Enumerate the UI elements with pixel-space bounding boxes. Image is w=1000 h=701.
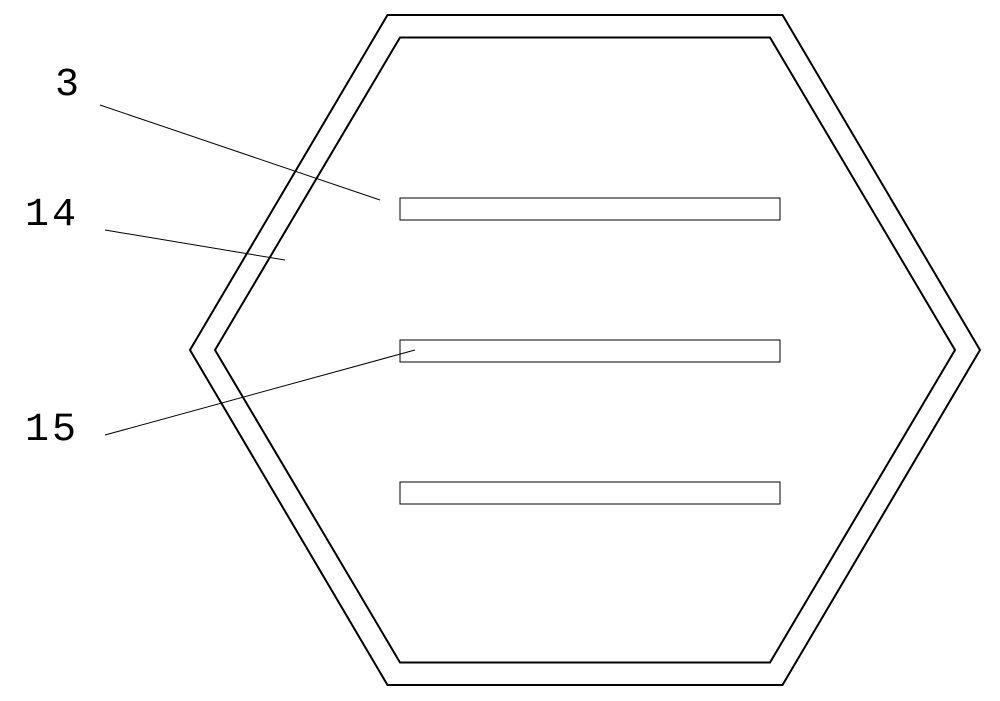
label-3: 3 bbox=[55, 63, 82, 108]
label-15: 15 bbox=[25, 408, 79, 453]
hexagon-inner bbox=[215, 38, 955, 663]
slots-group bbox=[400, 198, 780, 504]
hexagon-outer bbox=[190, 15, 980, 685]
labels-group: 3 14 15 bbox=[25, 63, 82, 453]
leader-line-1 bbox=[100, 105, 380, 200]
leader-lines-group bbox=[100, 105, 415, 435]
slot-1 bbox=[400, 198, 780, 220]
label-14: 14 bbox=[25, 193, 79, 238]
technical-diagram: 3 14 15 bbox=[0, 0, 1000, 701]
slot-3 bbox=[400, 482, 780, 504]
slot-2 bbox=[400, 340, 780, 362]
leader-line-3 bbox=[105, 350, 415, 435]
